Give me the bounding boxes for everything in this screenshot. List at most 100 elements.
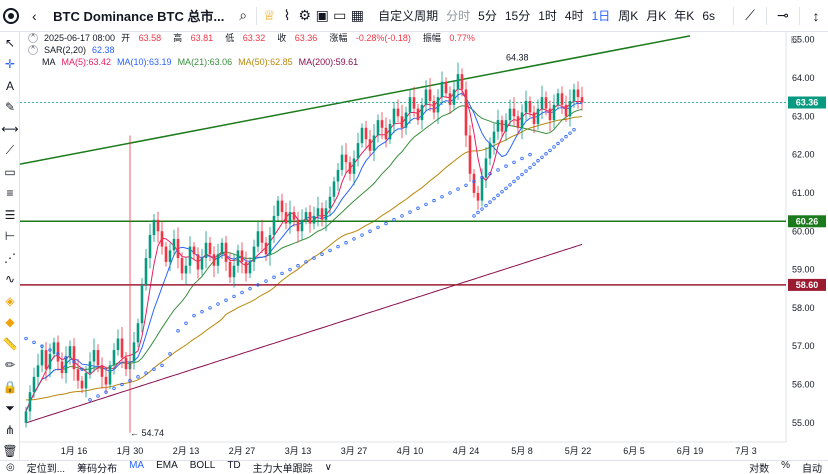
candle-body (500, 120, 504, 132)
magnet-icon[interactable]: ⋔ (4, 422, 16, 437)
high-value: 63.81 (190, 33, 214, 43)
collapse-chevron-icon[interactable]: ^ (28, 33, 38, 43)
candle-body (320, 208, 324, 220)
timeframe-button[interactable]: 1日 (591, 9, 611, 23)
indicator-tab[interactable]: 定位到... (26, 464, 66, 474)
window-icon[interactable]: ▭ (333, 7, 347, 23)
horizontal-line-tool-icon[interactable]: ⊸ (777, 7, 789, 23)
app-logo-icon[interactable] (2, 4, 20, 28)
sar-dot (416, 206, 420, 210)
timeframe-button[interactable]: 5分 (478, 9, 497, 23)
ray-line-icon[interactable]: ⟋ (5, 142, 15, 157)
candle-body (312, 215, 316, 224)
indicator-tab[interactable]: 筹码分布 (77, 464, 118, 474)
custom-period-button[interactable]: 自定义周期 (378, 9, 439, 23)
image-icon[interactable]: ▣ (315, 7, 329, 23)
candle-body (352, 158, 356, 174)
sar-dot (88, 398, 92, 402)
sar-dot (400, 214, 404, 218)
indicator-tab[interactable]: BOLL (189, 460, 216, 471)
settings-gear-icon[interactable]: ⚙ (298, 7, 311, 23)
candle-body (140, 284, 144, 324)
candle-body (80, 380, 84, 389)
cursor-arrow-icon[interactable]: ↖ (4, 35, 16, 50)
timeframe-button[interactable]: 周K (618, 9, 639, 23)
fibonacci-icon[interactable]: ☰ (4, 207, 16, 222)
timeframe-button[interactable]: 1时 (538, 9, 557, 23)
scale-option[interactable]: 自动 (802, 464, 822, 474)
sar-dot (264, 279, 268, 283)
candle-body (284, 212, 288, 224)
indicator-tab[interactable]: TD (227, 460, 241, 471)
parallel-channel-icon[interactable]: ≡ (6, 186, 14, 201)
sar-dot (184, 321, 188, 325)
wave-pattern-icon[interactable]: ∿ (4, 272, 16, 287)
sar-dot (504, 186, 508, 191)
crown-icon[interactable]: ♕ (263, 7, 276, 23)
timeframe-button[interactable]: 月K (646, 9, 667, 23)
time-tick-label: 4月 10 (397, 446, 424, 456)
candle-body (300, 219, 304, 232)
candle-body (332, 181, 336, 197)
filter-icon[interactable]: ⏷ (5, 400, 15, 415)
crosshair-icon[interactable]: ✛ (4, 57, 16, 72)
indicator-tab[interactable]: EMA (156, 460, 178, 471)
candle-body (548, 108, 552, 121)
change-label: 涨幅 (329, 33, 348, 43)
candle-body (164, 246, 168, 262)
axis-settings-icon[interactable]: ▢ (790, 35, 799, 45)
pitchfork-icon[interactable]: ⊢ (4, 229, 16, 244)
collapse-panel-icon[interactable]: ∨ (324, 462, 332, 473)
refresh-speed-button[interactable]: 6s (702, 8, 715, 23)
trend-line-tool-icon[interactable]: ⟋ (745, 7, 755, 23)
timeframe-button[interactable]: 分时 (446, 9, 471, 23)
sar-dot (408, 210, 412, 214)
candle-body (264, 242, 268, 255)
locate-target-icon[interactable]: ◎ (6, 462, 15, 473)
ruler-icon[interactable]: 📏 (2, 336, 18, 351)
scale-option[interactable]: % (781, 460, 790, 471)
candle-body (64, 357, 68, 374)
brush-icon[interactable]: ✎ (4, 100, 16, 115)
indicator-chart-icon[interactable]: ⌇ (283, 7, 291, 23)
rectangle-tool-icon[interactable]: ▭ (4, 164, 16, 179)
timeframe-button[interactable]: 15分 (504, 9, 531, 23)
premium-pattern-icon[interactable]: ◈ (5, 293, 15, 308)
candle-body (244, 261, 248, 274)
candle-body (484, 158, 488, 178)
price-tick-label: 55.00 (792, 418, 815, 428)
lock-icon[interactable]: 🔒 (2, 379, 18, 394)
indicator-tab[interactable]: 主力大单跟踪 (252, 464, 313, 474)
sar-dot (32, 340, 36, 345)
timeframe-button[interactable]: 4时 (564, 9, 584, 23)
pencil-icon[interactable]: ✏ (4, 358, 16, 373)
scale-option[interactable]: 对数 (749, 464, 770, 474)
timeframe-button[interactable]: 年K (674, 9, 695, 23)
price-range-tool-icon[interactable]: ↕ (812, 7, 820, 24)
chevron-left-icon[interactable]: ‹ (32, 7, 37, 24)
sar-dot (360, 233, 364, 237)
change-value: -0.28%(-0.18) (355, 33, 411, 43)
candle-body (564, 104, 568, 117)
ma200-line (25, 243, 583, 424)
indicator-tab[interactable]: MA (129, 460, 145, 471)
candle-body (556, 93, 560, 105)
candle-body (348, 162, 352, 174)
candle-body (480, 177, 484, 201)
text-tool-icon[interactable]: A (5, 78, 14, 93)
sar-dot (168, 352, 172, 356)
sar-dot (40, 344, 44, 348)
price-tick-label: 61.00 (792, 188, 815, 198)
amplitude-label: 振幅 (422, 33, 441, 43)
candle-body (172, 238, 176, 251)
symbol-title[interactable]: BTC Dominance BTC 总市... (53, 9, 225, 24)
line-segment-icon[interactable]: ⟷ (1, 121, 19, 136)
grid-layout-icon[interactable]: ▦ (350, 7, 364, 23)
collapse-chevron-icon[interactable]: ^ (28, 45, 38, 55)
trash-icon[interactable]: 🗑 (2, 444, 18, 459)
search-icon[interactable]: ⌕ (239, 7, 248, 23)
candle-body (220, 242, 224, 255)
premium-tool-icon[interactable]: ◆ (5, 315, 15, 330)
gann-fan-icon[interactable]: ⋰ (4, 250, 16, 265)
price-chart[interactable]: 55.00 56.00 57.00 58.00 59.00 60.00 61.00 62.00… (20, 32, 828, 460)
